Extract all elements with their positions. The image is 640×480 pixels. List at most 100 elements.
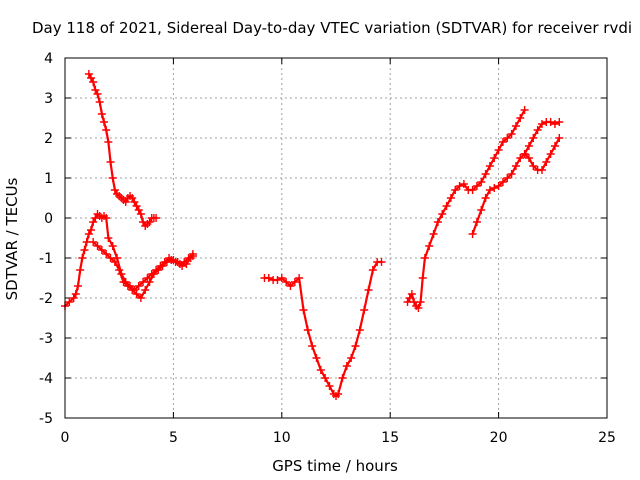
data-point (295, 274, 304, 282)
data-point (334, 390, 343, 398)
series-arc-6 (468, 134, 564, 238)
data-point (316, 366, 325, 374)
data-point (93, 90, 102, 98)
y-tick-label: -5 (39, 411, 53, 427)
data-point (141, 286, 150, 294)
x-axis-title: GPS time / hours (272, 457, 398, 475)
data-point (132, 290, 141, 298)
x-tick-label: 5 (169, 430, 178, 446)
series-line (87, 72, 158, 228)
data-point (93, 242, 102, 250)
data-point (175, 260, 184, 268)
data-point (108, 242, 117, 250)
data-point (459, 180, 468, 188)
y-tick-label: 1 (44, 171, 53, 187)
data-point (162, 258, 171, 266)
data-point (407, 290, 416, 298)
plot-frame (64, 57, 608, 419)
data-point (102, 126, 111, 134)
data-point (524, 154, 533, 162)
data-point (507, 170, 516, 178)
data-point (342, 362, 351, 370)
series-arc-1 (61, 210, 197, 310)
y-tick-label: -4 (39, 371, 53, 387)
series-arc-2 (84, 70, 161, 230)
data-point (290, 278, 299, 286)
data-point (468, 230, 477, 238)
data-point (498, 138, 507, 146)
data-point (537, 120, 546, 128)
data-point (78, 254, 87, 262)
series-arc-3 (89, 238, 197, 302)
data-point (472, 182, 481, 190)
data-point (110, 258, 119, 266)
data-point (524, 142, 533, 150)
data-point (511, 122, 520, 130)
data-point (494, 182, 503, 190)
data-point (364, 286, 373, 294)
data-point (377, 258, 386, 266)
data-point (104, 234, 113, 242)
data-point (429, 230, 438, 238)
x-tick-label: 10 (273, 430, 291, 446)
data-point (516, 114, 525, 122)
data-point (115, 266, 124, 274)
data-point (546, 150, 555, 158)
series-layer (61, 70, 564, 400)
grid (65, 58, 607, 418)
data-point (555, 134, 564, 142)
data-point (347, 354, 356, 362)
data-point (477, 206, 486, 214)
data-point (167, 256, 176, 264)
data-point (507, 130, 516, 138)
data-point (414, 304, 423, 312)
data-point (503, 174, 512, 182)
data-point (106, 158, 115, 166)
data-point (97, 246, 106, 254)
data-point (451, 186, 460, 194)
data-point (420, 254, 429, 262)
data-point (102, 250, 111, 258)
data-point (438, 210, 447, 218)
data-point (95, 98, 104, 106)
data-point (286, 282, 295, 290)
data-point (136, 294, 145, 302)
y-tick-label: -3 (39, 331, 53, 347)
data-point (108, 174, 117, 182)
data-point (87, 226, 96, 234)
data-point (416, 298, 425, 306)
data-point (533, 126, 542, 134)
data-point (136, 210, 145, 218)
data-point (308, 342, 317, 350)
data-point (520, 150, 529, 158)
data-point (338, 374, 347, 382)
data-point (97, 110, 106, 118)
data-point (446, 194, 455, 202)
data-point (481, 194, 490, 202)
data-point (481, 170, 490, 178)
data-point (277, 274, 286, 282)
data-point (282, 278, 291, 286)
data-point (542, 158, 551, 166)
data-point (550, 142, 559, 150)
data-point (555, 118, 564, 126)
data-point (498, 178, 507, 186)
x-tick-label: 25 (598, 430, 616, 446)
data-point (485, 186, 494, 194)
data-point (149, 270, 158, 278)
data-point (321, 374, 330, 382)
x-tick-label: 15 (381, 430, 399, 446)
data-point (516, 154, 525, 162)
x-tick-label: 0 (61, 430, 70, 446)
y-tick-label: -2 (39, 291, 53, 307)
series-arc-7 (520, 118, 564, 158)
data-point (128, 286, 137, 294)
data-point (537, 166, 546, 174)
data-point (494, 146, 503, 154)
x-tick-label: 20 (490, 430, 508, 446)
data-point (145, 278, 154, 286)
data-point (472, 218, 481, 226)
data-point (180, 258, 189, 266)
data-point (273, 276, 282, 284)
